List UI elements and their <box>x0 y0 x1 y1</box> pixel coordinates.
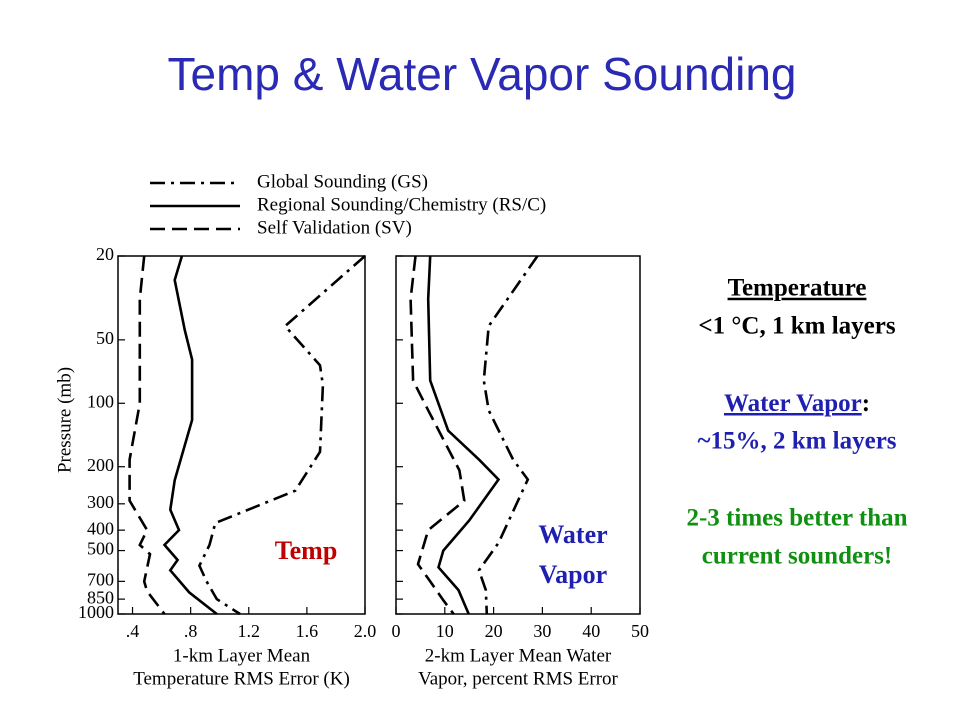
profile-line <box>197 255 366 616</box>
profile-line <box>128 255 166 615</box>
note-summary: current sounders! <box>702 543 893 570</box>
x-axis-label: Temperature RMS Error (K) <box>133 668 350 689</box>
note-detail: ~15%, 2 km layers <box>697 428 896 455</box>
chart-annotation: Temp <box>275 536 338 565</box>
x-tick-label: 0 <box>392 621 401 641</box>
y-tick-label: 700 <box>87 569 114 589</box>
x-tick-label: 10 <box>436 621 454 641</box>
x-axis-label: 2-km Layer Mean Water <box>425 645 612 666</box>
note-detail: <1 °C, 1 km layers <box>698 313 895 340</box>
plot-frame <box>117 255 366 615</box>
y-tick-label: 100 <box>87 391 114 411</box>
y-tick-label: 300 <box>87 492 114 512</box>
y-axis-label: Pressure (mb) <box>54 367 75 473</box>
x-tick-label: 30 <box>533 621 551 641</box>
note-heading: Temperature <box>728 275 867 302</box>
note-colon: : <box>862 390 870 417</box>
profile-line <box>426 255 501 615</box>
y-tick-label: 1000 <box>78 602 114 622</box>
y-tick-label: 200 <box>87 455 114 475</box>
legend-label: Global Sounding (GS) <box>257 171 428 192</box>
note-heading: Water Vapor: <box>724 390 870 417</box>
x-tick-label: 2.0 <box>354 621 377 641</box>
x-tick-label: .8 <box>184 621 198 641</box>
x-tick-label: 50 <box>631 621 649 641</box>
profile-line <box>162 255 218 616</box>
note-heading-text: Water Vapor <box>724 390 862 417</box>
y-tick-label: 20 <box>96 244 114 264</box>
y-tick-label: 50 <box>96 328 114 348</box>
x-axis-label: Vapor, percent RMS Error <box>418 668 618 689</box>
x-tick-label: 40 <box>582 621 600 641</box>
legend-label: Self Validation (SV) <box>257 217 412 238</box>
chart-annotation: Water <box>538 520 607 549</box>
y-tick-label: 850 <box>87 587 114 607</box>
x-axis-label: 1-km Layer Mean <box>173 645 311 666</box>
note-summary: 2-3 times better than <box>686 505 907 532</box>
y-tick-label: 400 <box>87 518 114 538</box>
x-tick-label: .4 <box>126 621 140 641</box>
plot-frame <box>395 255 641 615</box>
profile-line <box>477 255 539 615</box>
slide-title: Temp & Water Vapor Sounding <box>168 48 797 100</box>
x-tick-label: 1.6 <box>296 621 319 641</box>
profile-line <box>409 255 466 615</box>
y-tick-label: 500 <box>87 539 114 559</box>
x-tick-label: 20 <box>485 621 503 641</box>
chart-annotation: Vapor <box>539 560 607 589</box>
x-tick-label: 1.2 <box>238 621 261 641</box>
legend-label: Regional Sounding/Chemistry (RS/C) <box>257 194 546 215</box>
